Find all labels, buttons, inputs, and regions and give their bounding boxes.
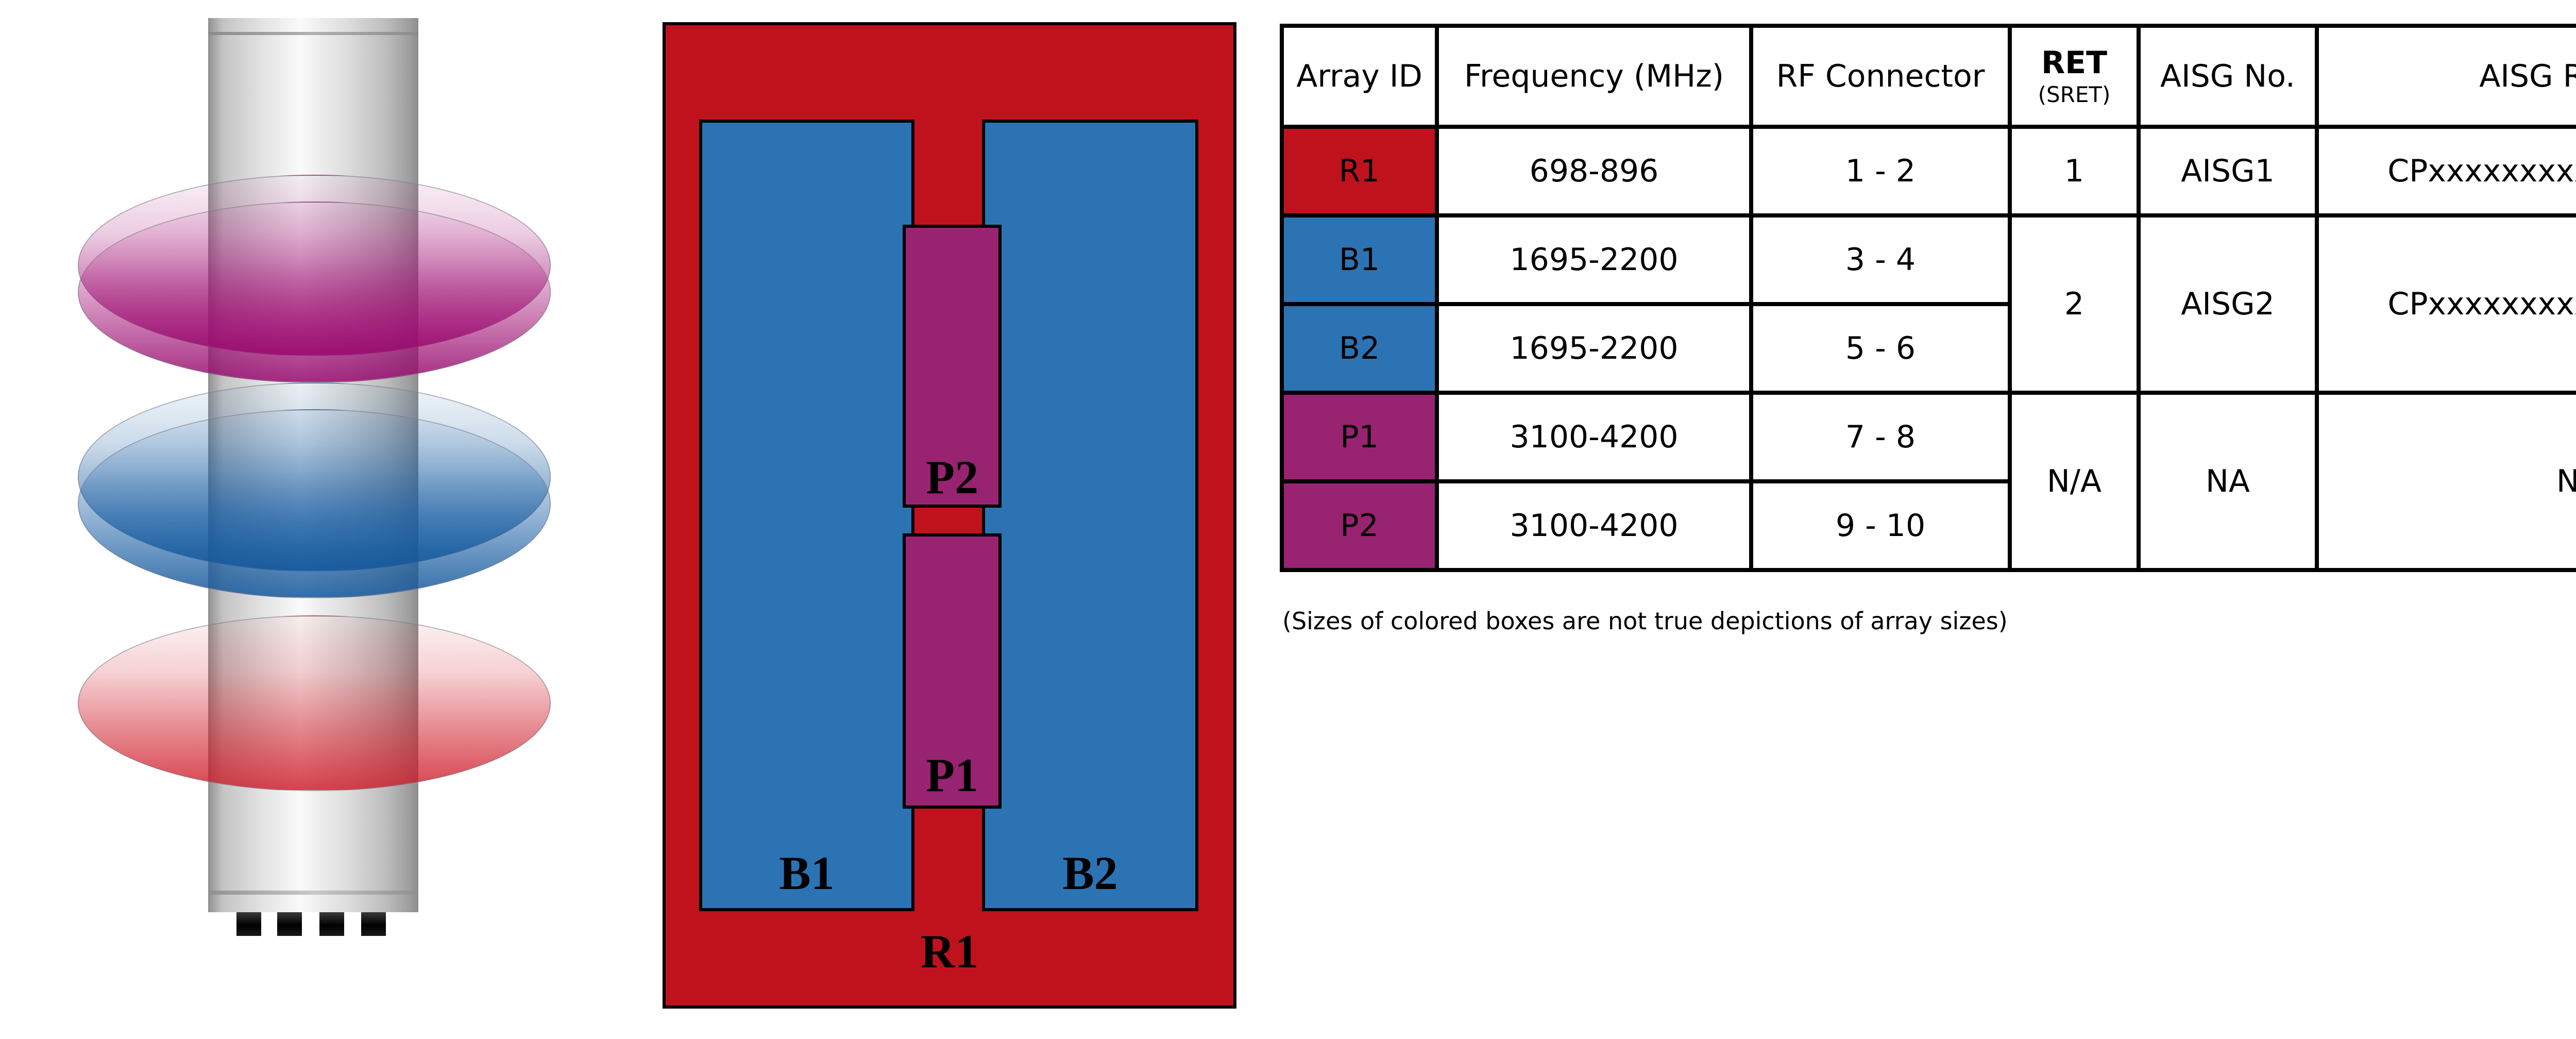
middle-beam-disc-lower [78,409,551,598]
cell-aisg-no-merged: NA [2137,391,2319,572]
cell-frequency: 698-896 [1435,125,1753,217]
label-R1: R1 [920,925,979,978]
rf-connector-stub [319,912,344,936]
cell-array-id-P1: P1 [1280,391,1439,483]
rf-connector-stub [236,912,261,936]
label-P2: P2 [925,451,979,504]
header-frequency: Frequency (MHz) [1435,24,1753,129]
cell-ret-merged: 2 [2008,213,2141,395]
table-row: R1 698-896 1 - 2 1 AISG1 CPxxxxxxxxxxxxx… [1280,125,2576,217]
cell-aisg-ret-uid-merged: N/A [2315,391,2576,572]
header-aisg-no: AISG No. [2137,24,2319,129]
table-header-row: Array ID Frequency (MHz) RF Connector RE… [1280,24,2576,129]
table-row: B1 1695-2200 3 - 4 2 AISG2 CPxxxxxxxxxxx… [1280,213,2576,395]
cell-frequency: 3100-4200 [1435,479,1753,572]
header-array-id: Array ID [1280,24,1439,129]
cell-rf-connector: 3 - 4 [1749,213,2012,306]
figure-caption: (Sizes of colored boxes are not true dep… [1282,607,2008,635]
label-B1: B1 [779,847,835,899]
label-P1: P1 [925,749,979,801]
cell-rf-connector: 9 - 10 [1749,479,2012,572]
cell-ret: 1 [2008,125,2141,217]
cell-rf-connector: 7 - 8 [1749,391,2012,483]
cell-rf-connector: 1 - 2 [1749,125,2012,217]
cylinder-bottom-rim [208,891,418,895]
cell-frequency: 3100-4200 [1435,391,1753,483]
cell-array-id-B1: B1 [1280,213,1439,306]
cell-rf-connector: 5 - 6 [1749,302,2012,395]
cell-array-id-P2: P2 [1280,479,1439,572]
rf-connector-stub [277,912,302,936]
header-ret-sub: (SRET) [2038,81,2111,107]
array-region-P1 [903,533,1002,809]
cell-frequency: 1695-2200 [1435,213,1753,306]
cell-array-id-B2: B2 [1280,302,1439,395]
cell-aisg-ret-uid: CPxxxxxxxxxxxxxxxxxR1 [2315,125,2576,217]
rf-connector-stub [361,912,386,936]
header-ret-main: RET [2041,44,2108,81]
table-row: P2 3100-4200 9 - 10 [1280,479,2576,572]
array-region-P2 [903,225,1002,508]
cell-frequency: 1695-2200 [1435,302,1753,395]
table-row: P1 3100-4200 7 - 8 N/A NA N/A [1280,391,2576,572]
cell-aisg-no-merged: AISG2 [2137,213,2319,395]
header-ret: RET (SRET) [2008,24,2141,129]
array-spec-table: Array ID Frequency (MHz) RF Connector RE… [1280,24,2576,572]
label-B2: B2 [1062,847,1118,899]
cell-ret-merged: N/A [2008,391,2141,572]
array-region-B1 [699,120,914,911]
cell-aisg-no: AISG1 [2137,125,2319,217]
top-beam-disc-lower [78,202,551,383]
header-rf-connector: RF Connector [1749,24,2012,129]
table-row: B2 1695-2200 5 - 6 [1280,302,2576,395]
array-region-B2 [982,120,1198,911]
cell-array-id-R1: R1 [1280,125,1439,217]
header-aisg-ret-uid: AISG RET UID [2315,24,2576,129]
cylinder-top-rim [208,32,418,35]
cell-aisg-ret-uid-merged: CPxxxxxxxxxxxxxxxxxB1 [2315,213,2576,395]
bottom-beam-disc [78,615,551,791]
